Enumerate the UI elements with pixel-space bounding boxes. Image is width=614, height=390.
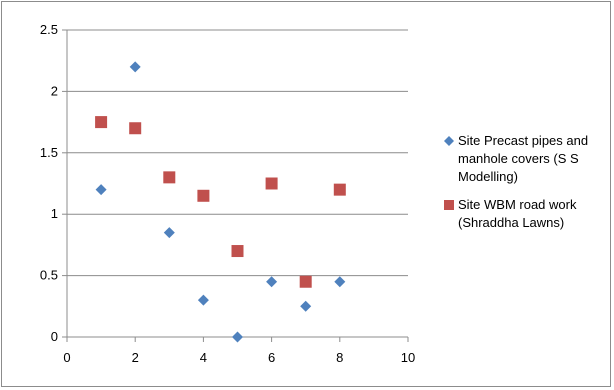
y-tick-labels: 0 0.5 1 1.5 2 2.5 [40, 22, 58, 344]
x-tick-label: 8 [336, 350, 343, 365]
point-series-1 [163, 227, 175, 239]
legend: Site Precast pipes and manhole covers (S… [444, 132, 612, 242]
x-tick-label: 4 [200, 350, 207, 365]
legend-label-series-1: Site Precast pipes and manhole covers (S… [458, 133, 589, 184]
point-series-2 [333, 183, 346, 196]
y-tick-label: 0 [51, 329, 58, 344]
y-tick-label: 1 [51, 206, 58, 221]
legend-entry-series-1: Site Precast pipes and manhole covers (S… [444, 132, 612, 186]
gridlines [67, 29, 408, 277]
point-series-2 [265, 177, 278, 190]
point-series-2 [129, 122, 142, 135]
y-tick-label: 2 [51, 83, 58, 98]
y-tick-label: 0.5 [40, 268, 58, 283]
point-series-1 [197, 294, 209, 306]
x-tick-labels: 0 2 4 6 8 10 [63, 350, 415, 365]
point-series-2 [197, 189, 210, 202]
point-series-2 [299, 275, 312, 288]
x-tick-label: 10 [401, 350, 415, 365]
legend-label-series-2: Site WBM road work (Shraddha Lawns) [458, 197, 577, 230]
point-series-1 [334, 276, 346, 288]
data-points [95, 61, 346, 343]
point-series-2 [163, 171, 176, 184]
diamond-marker-icon [444, 136, 454, 146]
point-series-2 [95, 116, 108, 129]
point-series-1 [300, 300, 312, 312]
point-series-1 [95, 184, 107, 196]
axes [62, 29, 409, 342]
y-tick-label: 1.5 [40, 145, 58, 160]
point-series-1 [266, 276, 278, 288]
legend-entry-series-2: Site WBM road work (Shraddha Lawns) [444, 196, 612, 232]
y-tick-label: 2.5 [40, 22, 58, 37]
x-tick-label: 6 [268, 350, 275, 365]
point-series-1 [232, 331, 243, 343]
point-series-2 [231, 245, 244, 258]
square-marker-icon [444, 200, 454, 210]
x-tick-label: 0 [63, 350, 70, 365]
point-series-1 [129, 61, 141, 73]
x-tick-label: 2 [132, 350, 139, 365]
